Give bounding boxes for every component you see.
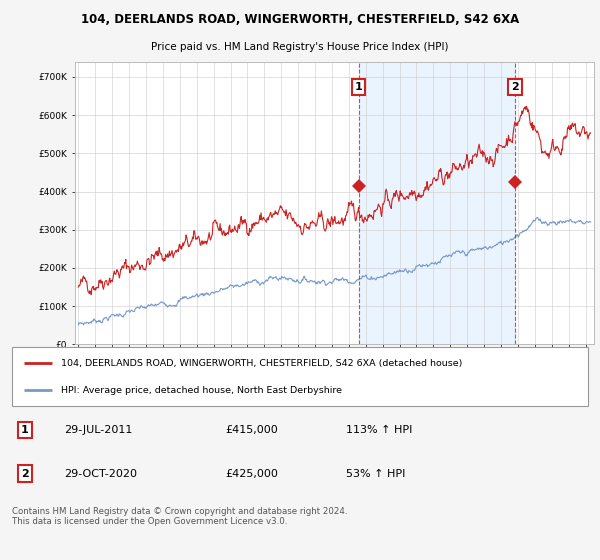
Text: 104, DEERLANDS ROAD, WINGERWORTH, CHESTERFIELD, S42 6XA (detached house): 104, DEERLANDS ROAD, WINGERWORTH, CHESTE… — [61, 358, 463, 367]
Text: 2: 2 — [511, 82, 519, 92]
Text: 2: 2 — [20, 469, 28, 479]
Text: 113% ↑ HPI: 113% ↑ HPI — [346, 424, 412, 435]
Text: 1: 1 — [355, 82, 362, 92]
Text: Price paid vs. HM Land Registry's House Price Index (HPI): Price paid vs. HM Land Registry's House … — [151, 43, 449, 52]
Text: 104, DEERLANDS ROAD, WINGERWORTH, CHESTERFIELD, S42 6XA: 104, DEERLANDS ROAD, WINGERWORTH, CHESTE… — [81, 13, 519, 26]
FancyBboxPatch shape — [12, 347, 588, 406]
Text: 1: 1 — [20, 424, 28, 435]
Text: 29-JUL-2011: 29-JUL-2011 — [64, 424, 132, 435]
Text: HPI: Average price, detached house, North East Derbyshire: HPI: Average price, detached house, Nort… — [61, 386, 342, 395]
Text: 29-OCT-2020: 29-OCT-2020 — [64, 469, 137, 479]
Text: £425,000: £425,000 — [225, 469, 278, 479]
Text: 53% ↑ HPI: 53% ↑ HPI — [346, 469, 406, 479]
Text: £415,000: £415,000 — [225, 424, 278, 435]
Bar — [359, 62, 515, 344]
Text: Contains HM Land Registry data © Crown copyright and database right 2024.
This d: Contains HM Land Registry data © Crown c… — [12, 507, 347, 526]
